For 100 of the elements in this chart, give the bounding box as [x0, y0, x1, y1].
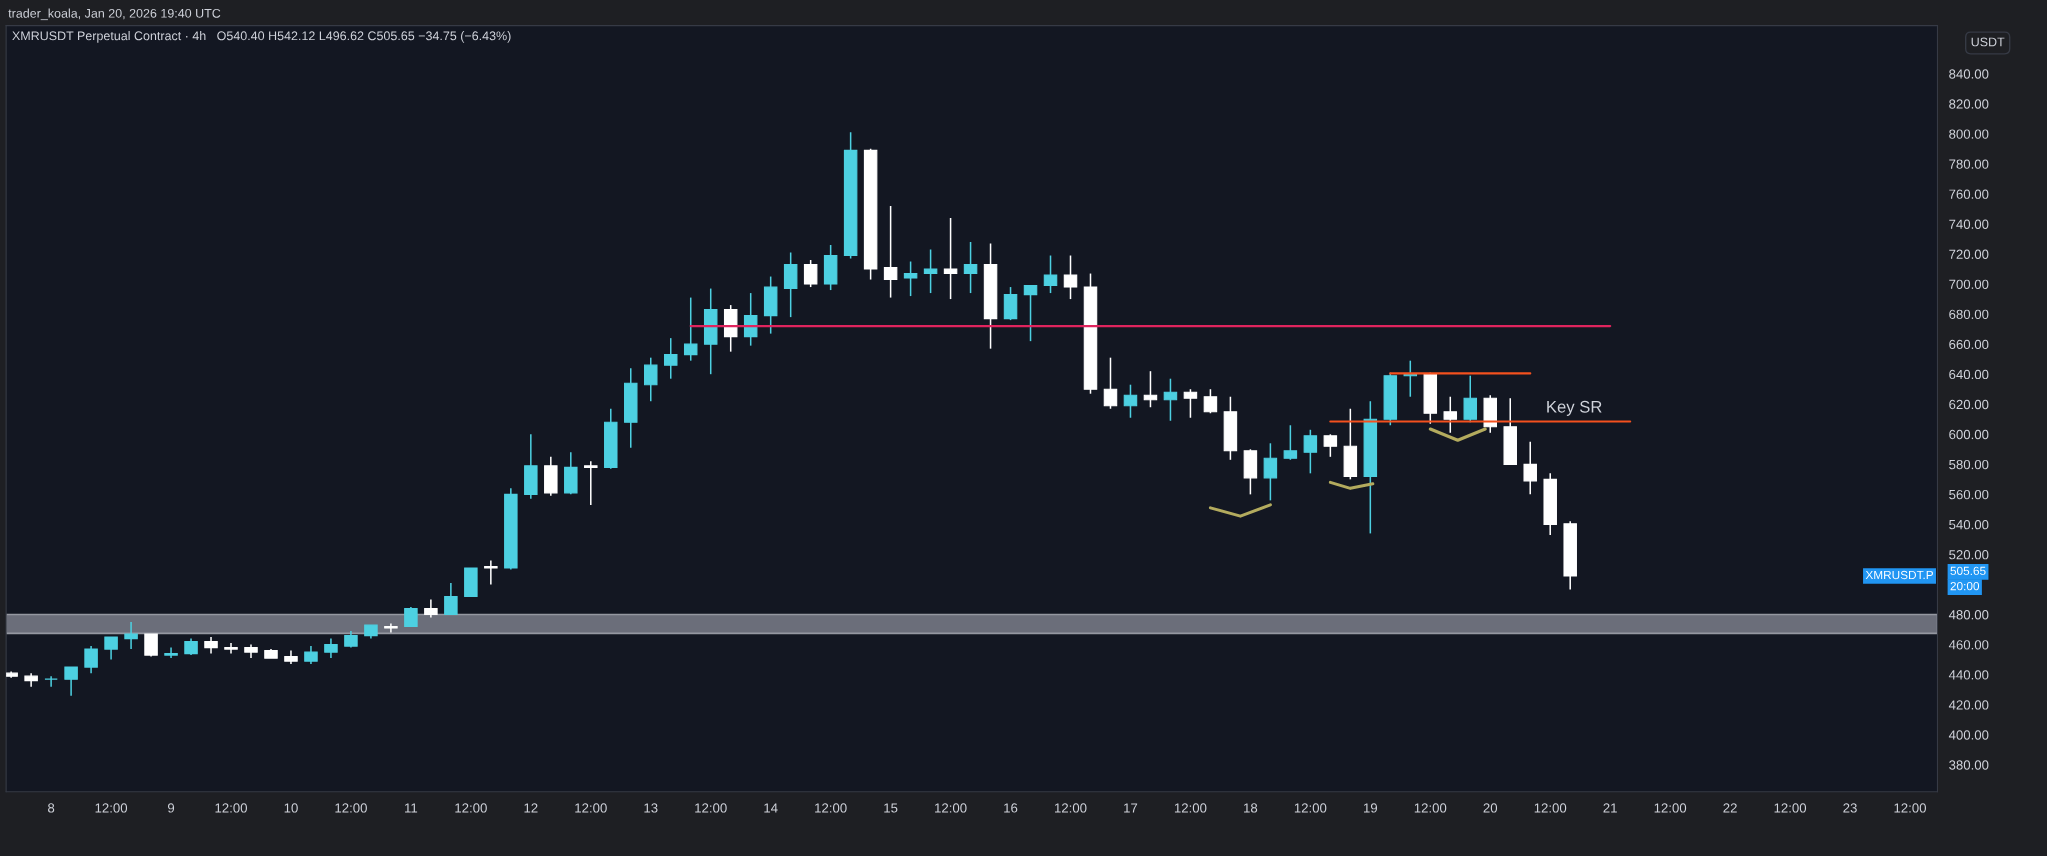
x-tick-label: 12:00 [1654, 803, 1687, 813]
candlestick [1303, 429, 1318, 475]
candlestick [923, 248, 938, 294]
candlestick [324, 637, 338, 659]
y-tick-label: 680.00 [1949, 309, 1989, 320]
text: 20:00 [1950, 581, 1980, 591]
candlestick [644, 356, 658, 402]
y-tick-label: 620.00 [1949, 399, 1989, 410]
candlestick [1443, 395, 1458, 434]
x-tick-label: 14 [764, 803, 778, 813]
candlestick [803, 259, 818, 288]
candlestick [44, 675, 58, 688]
text: trader_koala, Jan 20, 2026 19:40 UTC [8, 8, 221, 21]
x-tick-label: 12:00 [1174, 803, 1207, 813]
candlestick [404, 606, 418, 628]
x-tick-label: 12:00 [455, 803, 487, 813]
candlestick [224, 642, 238, 655]
x-tick-label: 18 [1244, 803, 1258, 813]
candlestick [963, 241, 978, 294]
y-tick-label: 740.00 [1949, 219, 1989, 229]
candlestick [444, 582, 458, 616]
candlestick [1023, 284, 1038, 342]
y-tick-label: 380.00 [1949, 760, 1989, 770]
candlestick [1183, 388, 1198, 419]
x-tick-label: 16 [1004, 803, 1018, 813]
y-tick-label: 820.00 [1949, 99, 1989, 109]
candlestick [1063, 254, 1078, 300]
candlestick [144, 633, 158, 658]
x-tick-label: 10 [284, 803, 298, 813]
y-tick-label: 560.00 [1949, 489, 1989, 500]
y-tick-label: 760.00 [1949, 189, 1989, 199]
y-tick-label: 540.00 [1949, 519, 1989, 530]
y-tick-label: 420.00 [1948, 700, 1989, 710]
candlestick [903, 260, 918, 297]
y-axis-title: USDT [1971, 37, 2005, 47]
y-tick-label: 580.00 [1949, 459, 1989, 470]
y-tick-label: 780.00 [1949, 159, 1989, 169]
text: 505.65 [1950, 566, 1986, 576]
candlestick [663, 337, 678, 380]
candlestick [1043, 254, 1058, 294]
x-tick-label: 12:00 [1414, 803, 1447, 813]
y-tick-label: 600.00 [1949, 429, 1989, 440]
x-tick-label: 12:00 [335, 803, 367, 813]
y-tick-label: 720.00 [1949, 249, 1989, 259]
y-tick-label: 520.00 [1949, 550, 1989, 560]
x-tick-label: 15 [884, 803, 898, 813]
y-tick-label: 480.00 [1948, 610, 1989, 620]
candlestick [1123, 383, 1138, 419]
candlestick [424, 598, 438, 619]
candlestick [943, 217, 958, 300]
x-tick-label: 12:00 [1894, 803, 1926, 813]
x-tick-label: 12:00 [215, 803, 247, 813]
candlestick [883, 205, 898, 299]
candlestick [1263, 442, 1278, 502]
annotation: XMRUSDT.P [1865, 570, 1933, 580]
candlestick [1103, 356, 1118, 410]
y-tick-label: 660.00 [1949, 339, 1989, 350]
chart-title: XMRUSDT Perpetual Contract · 4h O540.40 H542.12 L496.62 C505.65 −34.75 (−6.43%) [12, 31, 511, 43]
x-tick-label: 8 [48, 803, 55, 813]
candlestick [84, 645, 98, 674]
candlestick [1323, 433, 1338, 458]
x-tick-label: 13 [644, 803, 658, 813]
candlestick [743, 292, 758, 347]
series-label: Key SR [1547, 400, 1602, 416]
x-tick-label: 12:00 [1534, 803, 1567, 813]
x-tick-label: 12:00 [1294, 803, 1327, 813]
y-tick-label: 640.00 [1949, 369, 1989, 380]
x-tick-label: 12:00 [1774, 803, 1807, 813]
y-tick-label: 700.00 [1949, 279, 1989, 289]
y-tick-label: 460.00 [1948, 640, 1989, 650]
x-tick-label: 12:00 [95, 803, 128, 813]
candlestick [304, 645, 318, 665]
x-tick-label: 12:00 [815, 803, 847, 813]
candlestick [64, 666, 78, 697]
x-tick-label: 11 [405, 803, 418, 813]
x-tick-label: 12:00 [695, 803, 727, 813]
x-tick-label: 19 [1363, 803, 1378, 813]
x-tick-label: 12:00 [575, 803, 607, 813]
y-tick-label: 840.00 [1949, 69, 1989, 79]
x-tick-label: 17 [1124, 803, 1138, 813]
candlestick [124, 621, 138, 650]
y-tick-label: 800.00 [1949, 129, 1989, 139]
y-tick-label: 400.00 [1948, 730, 1989, 740]
candlestick [1523, 441, 1537, 496]
x-tick-label: 21 [1603, 803, 1617, 813]
candlestick [683, 296, 698, 362]
x-tick-label: 12:00 [1055, 803, 1087, 813]
candlestick [484, 559, 498, 586]
x-tick-label: 12 [524, 803, 538, 813]
candlestick [104, 636, 118, 661]
x-tick-label: 12:00 [935, 803, 967, 813]
x-tick-label: 9 [167, 803, 175, 813]
y-tick-label: 440.00 [1948, 670, 1989, 680]
candlestick [1283, 424, 1298, 461]
candlestick [584, 460, 598, 506]
candlestick [1203, 388, 1218, 415]
x-tick-label: 22 [1723, 803, 1737, 813]
x-tick-label: 20 [1483, 803, 1498, 813]
candlestick [1163, 377, 1178, 422]
x-tick-label: 23 [1843, 803, 1857, 813]
